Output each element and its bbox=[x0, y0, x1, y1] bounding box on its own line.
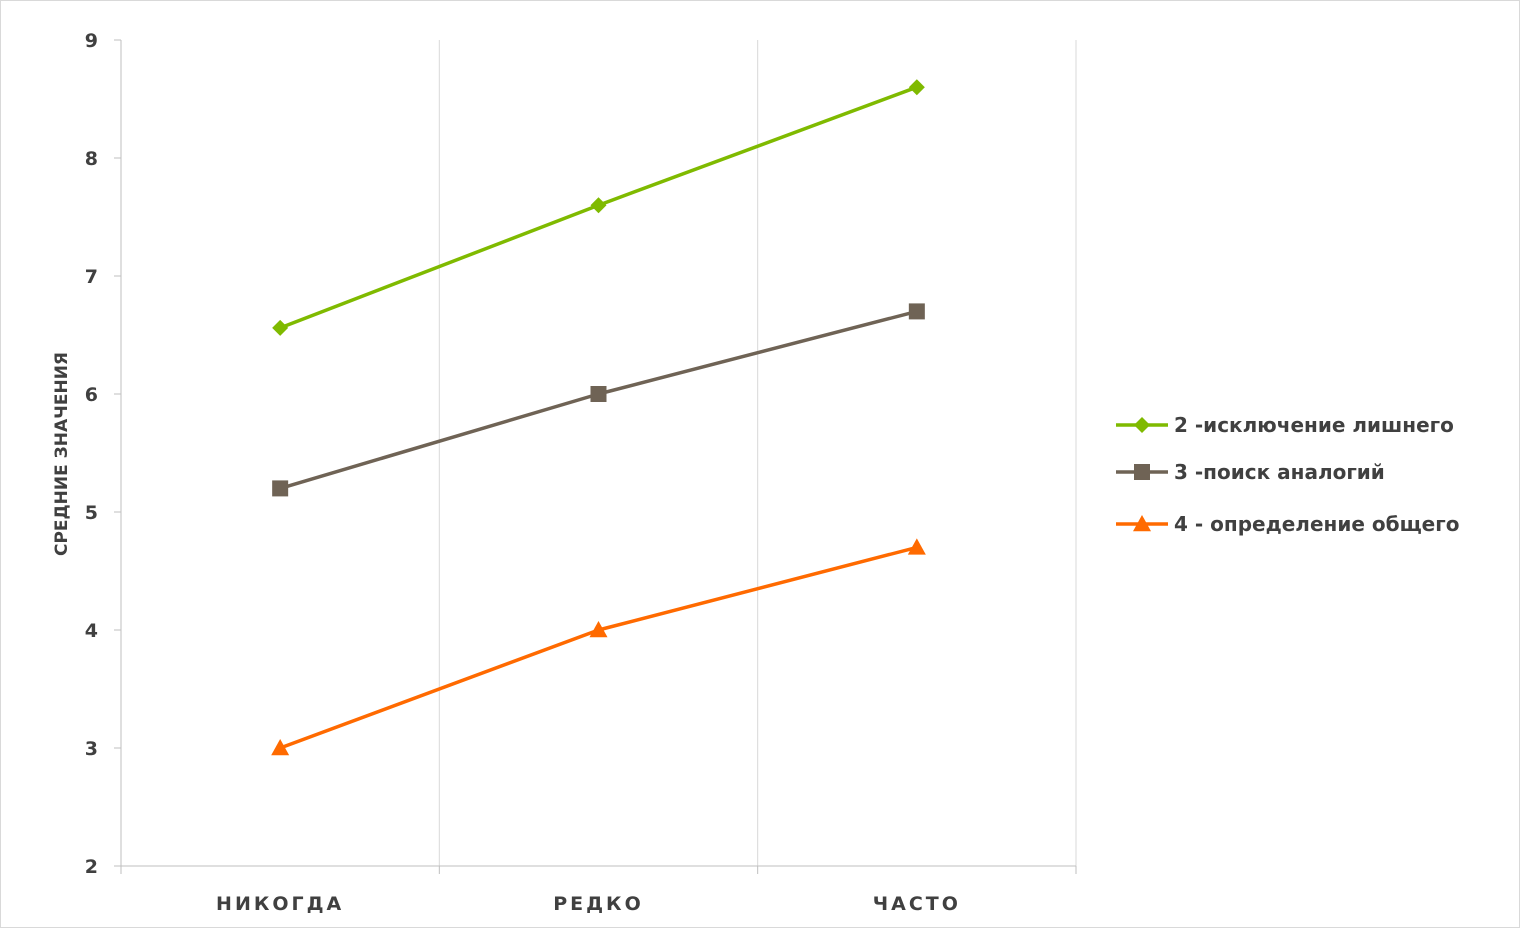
y-tick-label: 3 bbox=[85, 738, 98, 760]
axes: 2 3 4 5 6 7 8 9 НИКОГДА РЕДКО ЧАСТО bbox=[85, 30, 1077, 915]
series-2 bbox=[272, 303, 925, 497]
x-tick-label: РЕДКО bbox=[553, 893, 644, 915]
data-point bbox=[589, 621, 608, 638]
legend-marker bbox=[1133, 515, 1151, 532]
data-point bbox=[908, 79, 925, 96]
x-tick-label: ЧАСТО bbox=[873, 893, 961, 915]
series-3 bbox=[271, 538, 926, 756]
y-tick-label: 8 bbox=[85, 148, 98, 170]
y-tick-label: 4 bbox=[85, 620, 98, 642]
data-point bbox=[907, 538, 926, 555]
legend-entry: 3 -поиск аналогий bbox=[1116, 460, 1385, 484]
y-axis-title: СРЕДНИЕ ЗНАЧЕНИЯ bbox=[52, 352, 72, 556]
series-1 bbox=[272, 79, 925, 336]
legend-marker bbox=[1134, 417, 1150, 433]
legend-entry: 2 -исключение лишнего bbox=[1116, 413, 1454, 437]
y-tick-label: 7 bbox=[85, 266, 98, 288]
legend: 2 -исключение лишнего 3 -поиск аналогий 4 … bbox=[1116, 413, 1459, 536]
legend-label: 3 -поиск аналогий bbox=[1174, 460, 1385, 484]
data-point bbox=[272, 319, 289, 336]
gridlines bbox=[438, 40, 1077, 866]
x-tick-label: НИКОГДА bbox=[216, 893, 344, 915]
y-tick-label: 5 bbox=[85, 502, 98, 524]
data-point bbox=[271, 739, 290, 756]
data-point bbox=[590, 197, 607, 214]
data-point bbox=[590, 386, 607, 402]
series-lines bbox=[271, 79, 926, 756]
legend-label: 4 - определение общего bbox=[1174, 512, 1459, 536]
data-point bbox=[272, 480, 289, 497]
y-tick-label: 9 bbox=[85, 30, 98, 52]
data-point bbox=[908, 303, 925, 320]
legend-label: 2 -исключение лишнего bbox=[1174, 413, 1454, 437]
y-tick-label: 2 bbox=[85, 856, 98, 878]
legend-entry: 4 - определение общего bbox=[1116, 512, 1459, 536]
legend-marker bbox=[1134, 464, 1150, 480]
y-tick-label: 6 bbox=[85, 384, 98, 406]
series-line bbox=[279, 545, 918, 750]
